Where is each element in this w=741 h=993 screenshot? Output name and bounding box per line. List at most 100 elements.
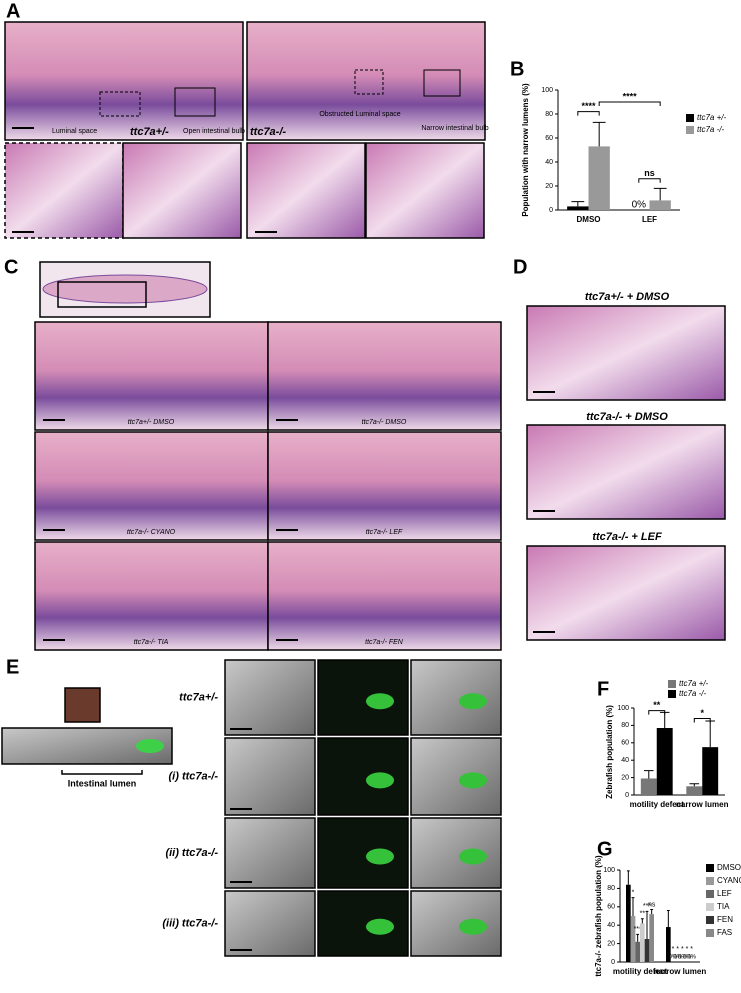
micrograph (410, 817, 502, 889)
value-label: 0% (678, 955, 687, 961)
error-bar (689, 783, 700, 787)
panel-label: C (4, 256, 18, 278)
y-tick-label: 60 (607, 904, 615, 911)
micrograph (410, 737, 502, 816)
y-tick-label: 80 (621, 722, 629, 729)
inset-box (57, 281, 147, 308)
panel-label: B (510, 58, 524, 80)
caption: ttc7a-/- DMSO (362, 419, 407, 426)
micrograph (224, 890, 316, 957)
row-label: (iii) ttc7a-/- (162, 917, 218, 929)
micrograph (410, 659, 502, 736)
legend-swatch (706, 929, 714, 937)
y-tick-label: 20 (621, 774, 629, 781)
panel-label: F (597, 678, 609, 700)
caption: ttc7a-/- LEF (366, 529, 403, 536)
y-tick-label: 100 (603, 867, 615, 874)
comparison-bracket (693, 717, 711, 723)
y-tick-label: 0 (625, 792, 629, 799)
error-bar (644, 770, 654, 779)
error-bar (631, 897, 635, 916)
row-label: (ii) ttc7a-/- (165, 847, 218, 859)
y-tick-label: 40 (621, 757, 629, 764)
annotation: Obstructed Luminal space (319, 111, 400, 118)
legend-label: FAS (717, 928, 732, 937)
micrograph (365, 142, 485, 239)
inset-box (174, 87, 216, 117)
legend-swatch (706, 877, 714, 885)
bar (635, 941, 640, 962)
significance: * (672, 946, 675, 953)
bar (640, 778, 657, 795)
legend-label: ttc7a +/- (697, 113, 726, 122)
caption: ttc7a-/- CYANO (127, 529, 176, 536)
significance: ** (653, 700, 661, 710)
annotation: Intestinal lumen (68, 778, 137, 788)
fluorescence (366, 918, 394, 935)
legend-label: TIA (717, 902, 730, 911)
fluorescence (459, 772, 487, 789)
micrograph (317, 659, 409, 736)
bar (640, 923, 645, 962)
legend-swatch (706, 890, 714, 898)
bar (630, 916, 636, 962)
comparison-bracket (598, 101, 661, 106)
micrograph (267, 321, 502, 431)
x-tick-label: motility defect (613, 967, 668, 976)
micrograph (4, 142, 124, 239)
significance: * (690, 946, 693, 953)
error-bar (705, 720, 715, 748)
bar (656, 728, 673, 795)
bracket (61, 770, 143, 775)
bar (567, 206, 589, 210)
error-bar (659, 711, 670, 729)
legend-label: ttc7a -/- (679, 689, 706, 698)
micrograph (224, 737, 316, 816)
fluorescence (459, 848, 487, 865)
micrograph (526, 424, 726, 520)
panel-label: A (6, 0, 20, 22)
micrograph (64, 687, 101, 723)
y-tick-label: 40 (545, 159, 553, 166)
micrograph (224, 817, 316, 889)
significance: * (632, 889, 635, 896)
significance: *** (643, 903, 651, 910)
inset-box (423, 69, 461, 97)
caption: ttc7a-/- + DMSO (586, 411, 668, 423)
axis-title: Population with narrow lumens (%) (521, 83, 530, 217)
annotation: Narrow intestinal bulb (421, 125, 488, 132)
error-bar (645, 910, 649, 939)
legend-label: ttc7a -/- (697, 125, 724, 134)
comparison-bracket (638, 178, 661, 183)
legend-swatch (686, 126, 694, 134)
error-bar (636, 933, 640, 942)
y-tick-label: 100 (541, 87, 553, 94)
genotype-label: ttc7a-/- (250, 126, 286, 138)
micrograph (267, 541, 502, 651)
significance: ** (640, 911, 646, 918)
caption: ttc7a-/- + LEF (592, 531, 662, 543)
value-label: 0% (673, 955, 682, 961)
error-bar (640, 918, 644, 924)
fluorescence (366, 772, 394, 789)
micrograph (317, 817, 409, 889)
value-label: 0% (669, 955, 678, 961)
axis-title: ttc7a-/- zebrafish population (%) (594, 855, 603, 977)
y-tick-label: 20 (545, 183, 553, 190)
significance: **** (581, 101, 596, 111)
panel-label: G (597, 838, 613, 860)
legend-label: DMSO (717, 863, 741, 872)
legend-swatch (706, 916, 714, 924)
micrograph (317, 737, 409, 816)
annotation: Open intestinal bulb (183, 128, 245, 135)
micrograph (410, 890, 502, 957)
axis-title: Zebrafish population (%) (605, 705, 614, 799)
micrograph (317, 890, 409, 957)
significance: **** (623, 91, 638, 101)
legend-swatch (686, 114, 694, 122)
y-tick-label: 40 (607, 922, 615, 929)
bar (649, 914, 654, 962)
error-bar (666, 909, 670, 928)
row-label: (i) ttc7a-/- (169, 770, 219, 782)
